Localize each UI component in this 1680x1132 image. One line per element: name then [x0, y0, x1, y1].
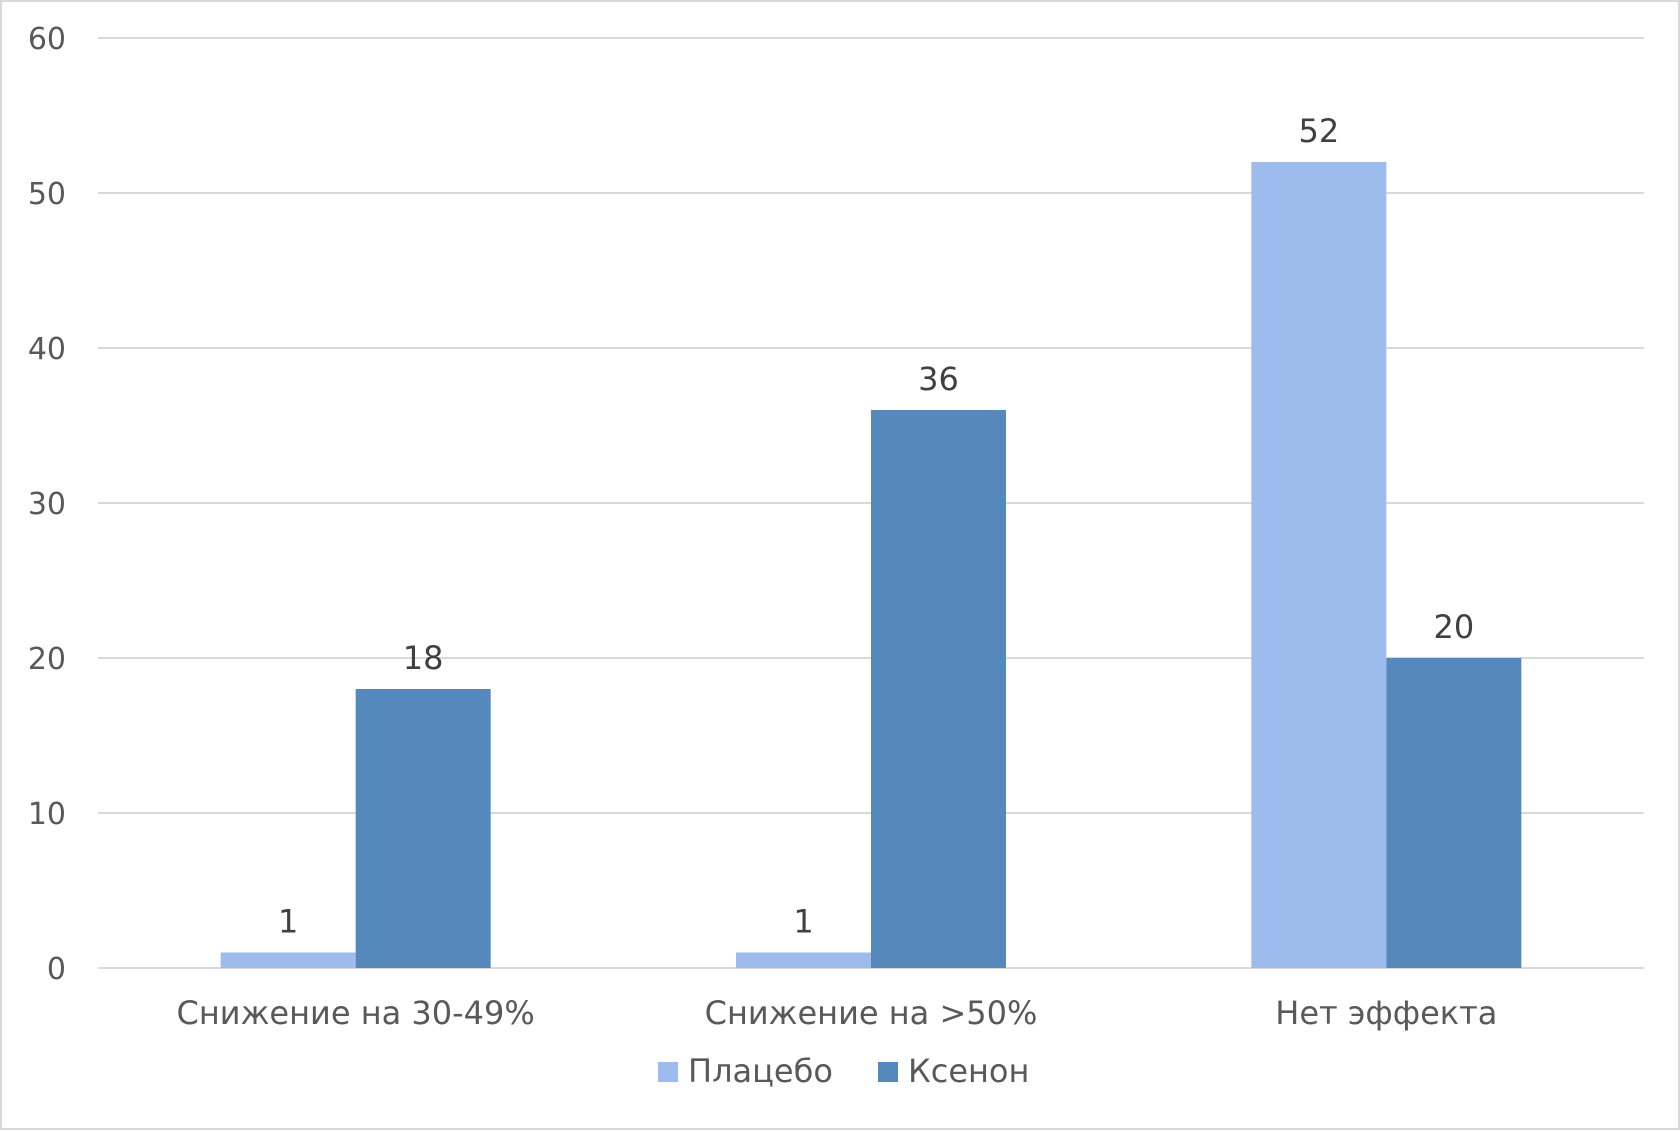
bar-xenon-1	[871, 410, 1006, 968]
x-category-label-1: Снижение на >50%	[705, 994, 1038, 1032]
y-tick-label-50: 50	[28, 177, 66, 212]
bar-xenon-2	[1386, 658, 1522, 968]
bar-xenon-0	[355, 689, 491, 968]
data-label-xenon-1: 36	[918, 360, 959, 398]
y-tick-label-20: 20	[28, 642, 66, 677]
x-axis-category-labels: Снижение на 30-49% Снижение на >50% Нет эф…	[177, 994, 1498, 1032]
y-tick-label-30: 30	[28, 487, 66, 522]
x-category-label-0: Снижение на 30-49%	[177, 994, 535, 1032]
y-tick-label-10: 10	[28, 797, 66, 832]
legend-label-xenon: Ксенон	[908, 1052, 1029, 1090]
data-labels: 1 18 1 36 52 20	[278, 112, 1474, 941]
y-axis-tick-labels: 0 10 20 30 40 50 60	[28, 22, 66, 987]
data-label-placebo-1: 1	[793, 903, 813, 941]
legend-label-placebo: Плацебо	[688, 1052, 833, 1090]
bar-placebo-2	[1251, 162, 1387, 968]
y-tick-label-0: 0	[47, 952, 66, 987]
bar-placebo-1	[736, 952, 871, 968]
x-category-label-2: Нет эффекта	[1275, 994, 1497, 1032]
data-label-placebo-0: 1	[278, 903, 298, 941]
data-label-xenon-0: 18	[403, 639, 444, 677]
data-label-placebo-2: 52	[1298, 112, 1339, 150]
legend: Плацебо Ксенон	[658, 1052, 1029, 1090]
bar-placebo-0	[220, 952, 356, 968]
y-tick-label-60: 60	[28, 22, 66, 57]
legend-swatch-placebo	[658, 1062, 678, 1082]
data-label-xenon-2: 20	[1433, 608, 1474, 646]
y-tick-label-40: 40	[28, 332, 66, 367]
legend-swatch-xenon	[878, 1062, 898, 1082]
bars	[220, 162, 1522, 968]
